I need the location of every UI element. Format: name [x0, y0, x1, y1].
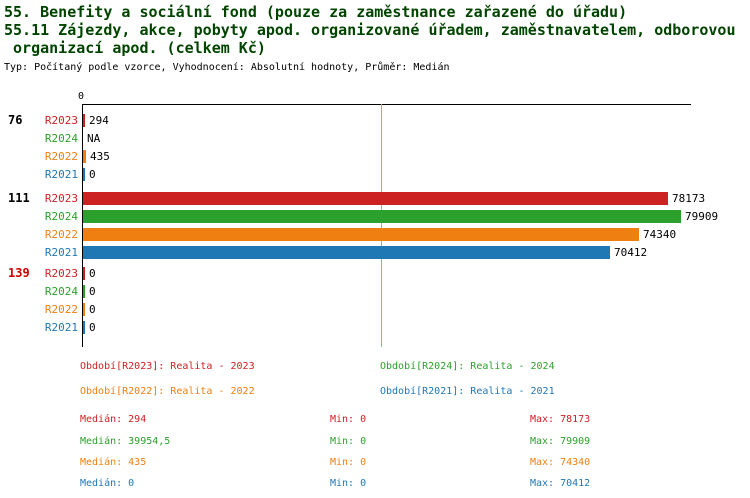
bar-R2024	[83, 210, 681, 223]
stat-min-R2022: Min: 0	[330, 457, 367, 468]
median-reference-line	[381, 104, 382, 347]
bar-value-label: 0	[89, 285, 96, 298]
chart-title-line2: 55.11 Zájezdy, akce, pobyty apod. organi…	[4, 21, 736, 39]
series-label: R2022	[44, 150, 78, 163]
legend-item-R2022: Období[R2022]: Realita - 2022	[80, 386, 255, 397]
series-label: R2022	[44, 303, 78, 316]
bar-value-label: 0	[89, 267, 96, 280]
stat-max-R2024: Max: 79909	[530, 436, 591, 447]
bar-R2023	[83, 267, 85, 280]
bar-R2021	[83, 168, 85, 181]
stat-min-R2023: Min: 0	[330, 414, 367, 425]
bar-R2023	[83, 114, 85, 127]
bar-value-label: 74340	[643, 228, 677, 241]
bar-value-label: NA	[87, 132, 101, 145]
bar-value-label: 78173	[672, 192, 706, 205]
bar-R2023	[83, 192, 668, 205]
series-label: R2023	[44, 114, 78, 127]
bar-R2022	[83, 303, 85, 316]
legend-item-R2024: Období[R2024]: Realita - 2024	[380, 361, 555, 372]
bar-value-label: 0	[89, 303, 96, 316]
bar-value-label: 0	[89, 321, 96, 334]
series-label: R2023	[44, 192, 78, 205]
bar-R2022	[83, 150, 86, 163]
bar-R2022	[83, 228, 639, 241]
bar-value-label: 79909	[685, 210, 719, 223]
stat-min-R2021: Min: 0	[330, 478, 367, 489]
chart-meta-line: Typ: Počítaný podle vzorce, Vyhodnocení:…	[4, 62, 450, 73]
bar-value-label: 0	[89, 168, 96, 181]
stat-max-R2021: Max: 70412	[530, 478, 591, 489]
series-label: R2024	[44, 285, 78, 298]
group-label: 139	[8, 266, 30, 280]
group-label: 111	[8, 191, 30, 205]
bar-value-label: 294	[89, 114, 109, 127]
bar-value-label: 435	[90, 150, 110, 163]
series-label: R2023	[44, 267, 78, 280]
chart-title-line1: 55. Benefity a sociální fond (pouze za z…	[4, 3, 628, 21]
series-label: R2022	[44, 228, 78, 241]
stat-median-R2022: Medián: 435	[80, 457, 147, 468]
legend-item-R2021: Období[R2021]: Realita - 2021	[380, 386, 555, 397]
y-axis-line	[82, 104, 83, 347]
legend-item-R2023: Období[R2023]: Realita - 2023	[80, 361, 255, 372]
x-axis-top-line	[82, 104, 691, 105]
bar-R2021	[83, 246, 610, 259]
stat-max-R2023: Max: 78173	[530, 414, 591, 425]
bar-value-label: 70412	[614, 246, 648, 259]
stat-median-R2023: Medián: 294	[80, 414, 147, 425]
stat-min-R2024: Min: 0	[330, 436, 367, 447]
stat-median-R2024: Medián: 39954,5	[80, 436, 171, 447]
series-label: R2021	[44, 321, 78, 334]
group-label: 76	[8, 113, 23, 127]
stat-max-R2022: Max: 74340	[530, 457, 591, 468]
series-label: R2024	[44, 132, 78, 145]
chart-title-line3: organizací apod. (celkem Kč)	[4, 39, 266, 57]
series-label: R2024	[44, 210, 78, 223]
stat-median-R2021: Medián: 0	[80, 478, 135, 489]
bar-R2024	[83, 285, 85, 298]
series-label: R2021	[44, 168, 78, 181]
bar-R2021	[83, 321, 85, 334]
series-label: R2021	[44, 246, 78, 259]
x-axis-zero-label: 0	[78, 91, 85, 102]
